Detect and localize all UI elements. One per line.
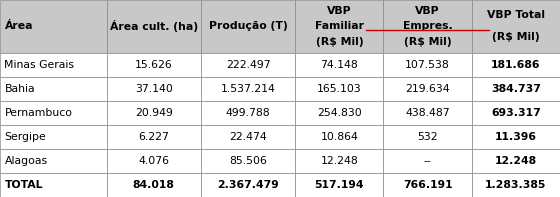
Bar [106,173,201,197]
Bar [472,77,560,101]
Bar [0,77,106,101]
Text: 2.367.479: 2.367.479 [217,180,279,190]
Bar [472,125,560,149]
Text: 165.103: 165.103 [317,84,362,94]
Text: Pernambuco: Pernambuco [4,108,72,118]
Text: 384.737: 384.737 [491,84,541,94]
Bar [106,101,201,125]
Text: 6.227: 6.227 [138,132,169,142]
Text: 499.788: 499.788 [226,108,270,118]
Text: Sergipe: Sergipe [4,132,46,142]
Text: 10.864: 10.864 [320,132,358,142]
Text: VBP: VBP [416,6,440,16]
Text: VBP Total: VBP Total [487,10,545,20]
Text: Área: Área [4,21,33,32]
Text: 532: 532 [417,132,438,142]
Bar [106,149,201,173]
Bar [295,53,384,77]
Bar [0,173,106,197]
Bar [384,149,472,173]
Bar [384,0,472,53]
Text: 22.474: 22.474 [229,132,267,142]
Bar [201,53,295,77]
Bar [201,77,295,101]
Text: 107.538: 107.538 [405,60,450,70]
Text: 766.191: 766.191 [403,180,452,190]
Bar [472,149,560,173]
Bar [201,101,295,125]
Text: TOTAL: TOTAL [4,180,43,190]
Text: 4.076: 4.076 [138,156,169,166]
Text: 438.487: 438.487 [405,108,450,118]
Bar [384,77,472,101]
Bar [472,173,560,197]
Bar [0,125,106,149]
Bar [0,0,106,53]
Text: 222.497: 222.497 [226,60,270,70]
Bar [0,53,106,77]
Text: Alagoas: Alagoas [4,156,48,166]
Text: 181.686: 181.686 [491,60,540,70]
Bar [201,0,295,53]
Text: 12.248: 12.248 [320,156,358,166]
Bar [295,125,384,149]
Text: 517.194: 517.194 [315,180,364,190]
Text: 84.018: 84.018 [133,180,175,190]
Bar [106,77,201,101]
Text: Área cult. (ha): Área cult. (ha) [110,20,198,33]
Text: 254.830: 254.830 [317,108,362,118]
Text: 20.949: 20.949 [135,108,172,118]
Bar [295,173,384,197]
Bar [295,77,384,101]
Text: Minas Gerais: Minas Gerais [4,60,74,70]
Text: 1.283.385: 1.283.385 [485,180,547,190]
Text: 1.537.214: 1.537.214 [221,84,276,94]
Text: 37.140: 37.140 [135,84,172,94]
Text: (R$ Mil): (R$ Mil) [492,33,540,42]
Text: Familiar: Familiar [315,21,364,32]
Text: 74.148: 74.148 [320,60,358,70]
Text: 693.317: 693.317 [491,108,541,118]
Bar [472,0,560,53]
Text: 85.506: 85.506 [229,156,267,166]
Bar [472,101,560,125]
Text: Produção (T): Produção (T) [209,21,287,32]
Bar [295,101,384,125]
Text: 12.248: 12.248 [495,156,537,166]
Bar [472,53,560,77]
Bar [106,125,201,149]
Bar [106,0,201,53]
Bar [295,0,384,53]
Bar [384,173,472,197]
Text: Bahia: Bahia [4,84,35,94]
Text: VBP: VBP [327,6,352,16]
Text: 15.626: 15.626 [135,60,172,70]
Bar [295,149,384,173]
Text: 11.396: 11.396 [495,132,537,142]
Bar [106,53,201,77]
Bar [201,125,295,149]
Bar [0,101,106,125]
Bar [384,53,472,77]
Text: 219.634: 219.634 [405,84,450,94]
Bar [384,125,472,149]
Bar [0,149,106,173]
Text: --: -- [424,156,432,166]
Text: Empres.: Empres. [403,21,452,32]
Bar [201,173,295,197]
Text: (R$ Mil): (R$ Mil) [404,37,451,47]
Bar [384,101,472,125]
Bar [201,149,295,173]
Text: (R$ Mil): (R$ Mil) [315,37,363,47]
